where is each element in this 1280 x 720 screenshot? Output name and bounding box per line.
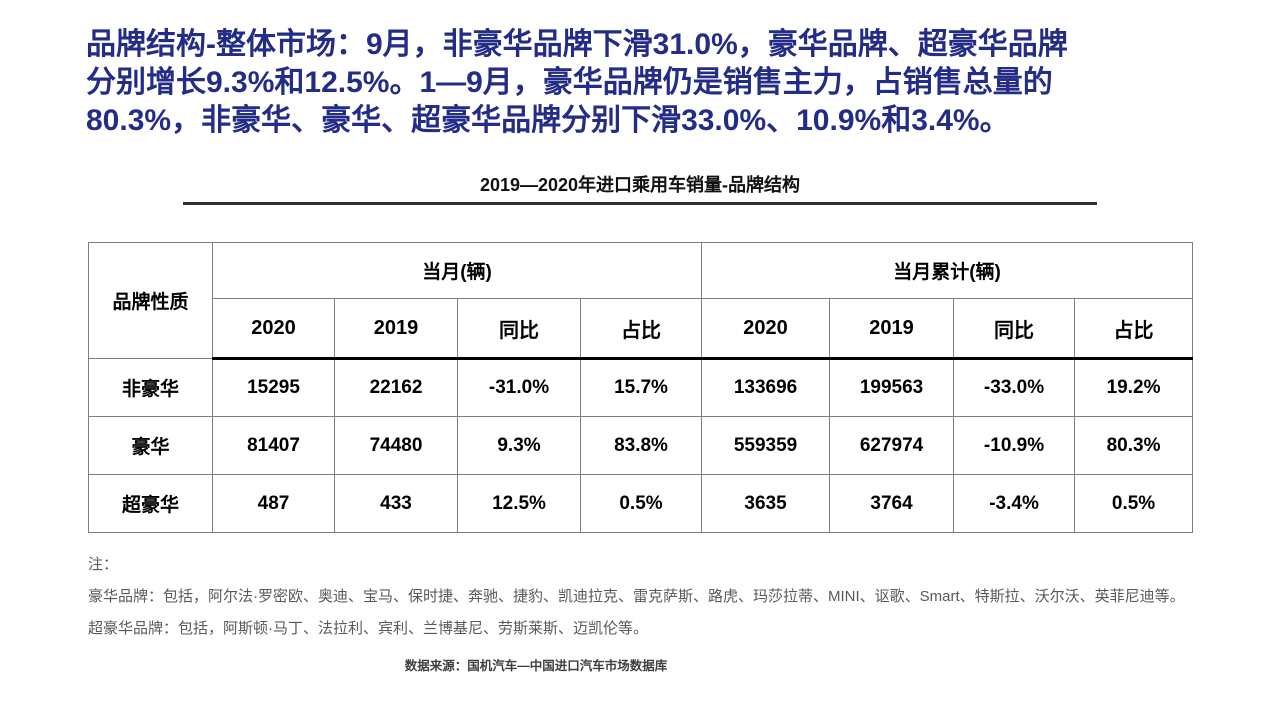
subheader-cell: 占比 [579, 298, 703, 360]
subheader-cell: 同比 [953, 298, 1076, 360]
row-label-cell: 非豪华 [88, 358, 213, 417]
subheader-cell: 2019 [829, 298, 955, 360]
row-label-cell: 超豪华 [88, 474, 213, 533]
value-cell: 74480 [334, 416, 458, 475]
main-title-line-1: 品牌结构-整体市场：9月，非豪华品牌下滑31.0%，豪华品牌、超豪华品牌 [86, 28, 1068, 61]
note-label: 注： [88, 556, 119, 573]
value-cell: 15295 [212, 358, 335, 417]
value-cell: 81407 [212, 416, 335, 475]
table-row: 非豪华 15295 22162 -31.0% 15.7% 133696 1995… [88, 358, 1194, 417]
table-title-underline [183, 202, 1097, 205]
table-row: 豪华 81407 74480 9.3% 83.8% 559359 627974 … [88, 416, 1194, 475]
brand-structure-table: 品牌性质 当月(辆) 当月累计(辆) 2020 2019 同比 占比 2020 … [88, 242, 1194, 533]
main-title-line-2: 分别增长9.3%和12.5%。1—9月，豪华品牌仍是销售主力，占销售总量的 [86, 66, 1053, 99]
notes-block: 注： 豪华品牌：包括，阿尔法·罗密欧、奥迪、宝马、保时捷、奔驰、捷豹、凯迪拉克、… [88, 549, 1268, 645]
subheader-cell: 占比 [1074, 298, 1194, 360]
value-cell: 433 [334, 474, 458, 533]
value-cell: 559359 [701, 416, 831, 475]
value-cell: 133696 [701, 358, 831, 417]
note-super-luxury-brands: 超豪华品牌：包括，阿斯顿·马丁、法拉利、宾利、兰博基尼、劳斯莱斯、迈凯伦等。 [88, 620, 648, 637]
value-cell: -3.4% [953, 474, 1076, 533]
value-cell: 22162 [334, 358, 458, 417]
value-cell: -33.0% [953, 358, 1076, 417]
subheader-cell: 2020 [212, 298, 335, 360]
value-cell: 487 [212, 474, 335, 533]
value-cell: -10.9% [953, 416, 1076, 475]
value-cell: 3635 [701, 474, 831, 533]
main-title: 品牌结构-整体市场：9月，非豪华品牌下滑31.0%，豪华品牌、超豪华品牌 分别增… [86, 26, 1202, 140]
subheader-cell: 同比 [457, 298, 581, 360]
note-luxury-brands: 豪华品牌：包括，阿尔法·罗密欧、奥迪、宝马、保时捷、奔驰、捷豹、凯迪拉克、雷克萨… [88, 588, 1185, 605]
value-cell: 15.7% [579, 358, 703, 417]
value-cell: 83.8% [579, 416, 703, 475]
table-group-header-row: 品牌性质 当月(辆) 当月累计(辆) [88, 242, 1194, 359]
row-label-cell: 豪华 [88, 416, 213, 475]
group-header-current-month: 当月(辆) [211, 242, 703, 299]
value-cell: 9.3% [457, 416, 581, 475]
value-cell: 627974 [829, 416, 955, 475]
table-title: 2019—2020年进口乘用车销量-品牌结构 [479, 175, 801, 195]
value-cell: 3764 [829, 474, 955, 533]
subheader-cell: 2020 [701, 298, 831, 360]
subheader-cell: 2019 [334, 298, 458, 360]
value-cell: 0.5% [1074, 474, 1194, 533]
data-source: 数据来源：国机汽车—中国进口汽车市场数据库 [404, 659, 668, 673]
corner-header-cell: 品牌性质 [88, 242, 213, 359]
value-cell: 80.3% [1074, 416, 1194, 475]
value-cell: 12.5% [457, 474, 581, 533]
value-cell: 19.2% [1074, 358, 1194, 417]
main-title-line-3: 80.3%，非豪华、豪华、超豪华品牌分别下滑33.0%、10.9%和3.4%。 [86, 104, 1010, 137]
group-header-cumulative: 当月累计(辆) [701, 242, 1194, 299]
table-sub-header-row: 2020 2019 同比 占比 2020 2019 同比 占比 [89, 298, 1194, 360]
table-row: 超豪华 487 433 12.5% 0.5% 3635 3764 -3.4% 0… [88, 474, 1194, 533]
value-cell: -31.0% [457, 358, 581, 417]
value-cell: 0.5% [579, 474, 703, 533]
value-cell: 199563 [829, 358, 955, 417]
